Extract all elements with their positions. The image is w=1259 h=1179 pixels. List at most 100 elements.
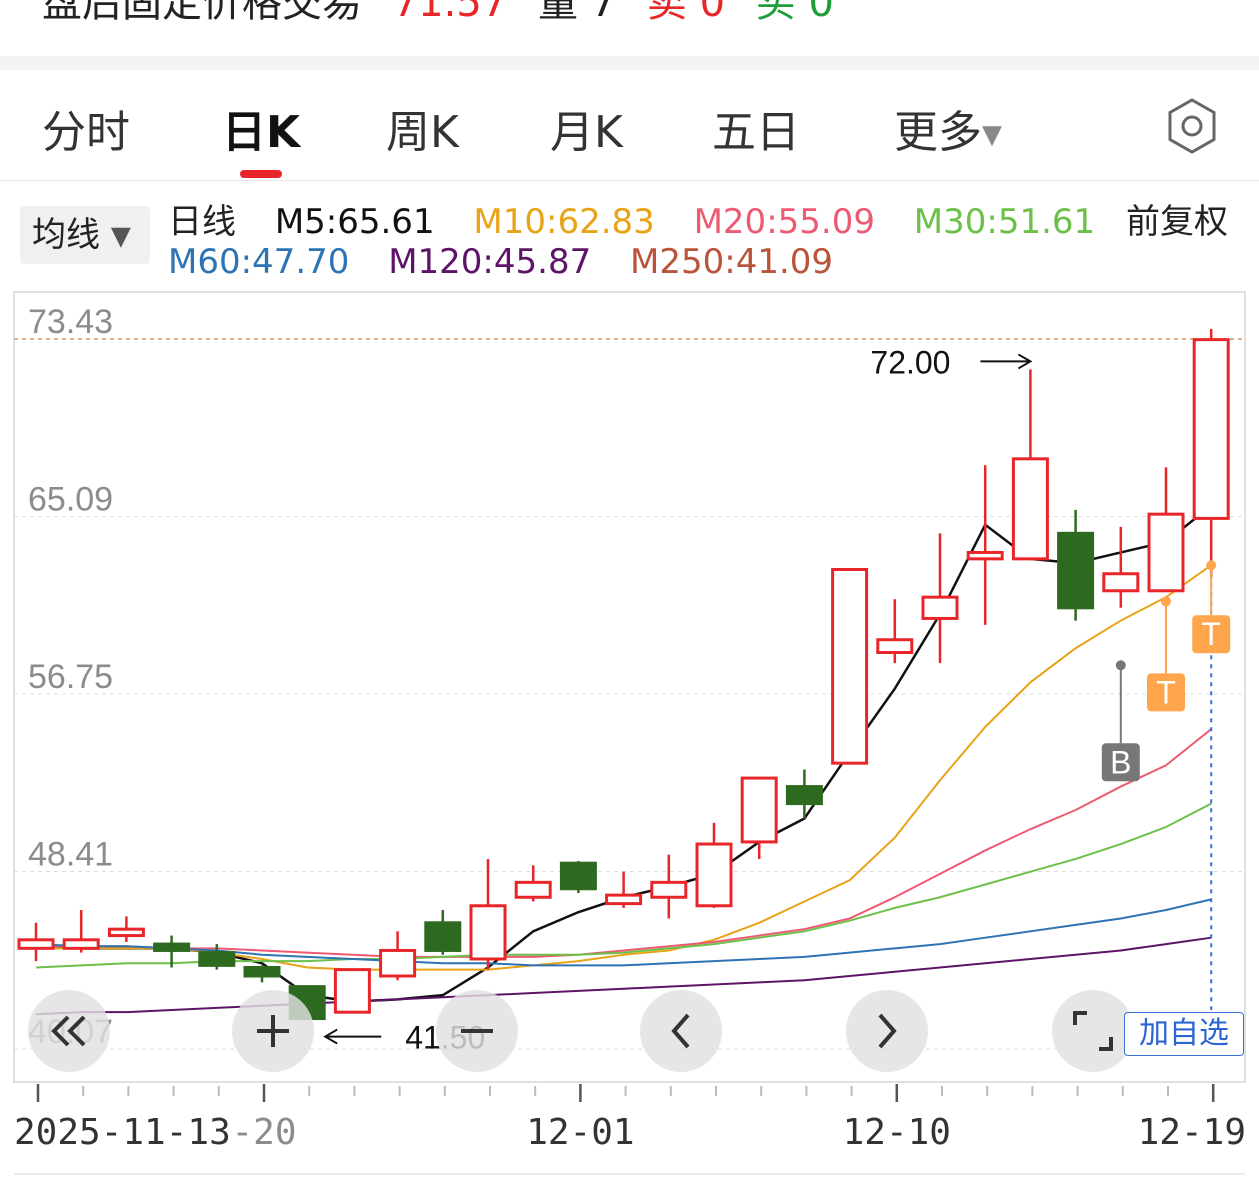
x-tick-label: 2025-11-13: [14, 1112, 231, 1153]
ma-legend-m10: M10:62.83: [473, 202, 655, 242]
candle-body: [514, 880, 552, 899]
settings-hexagon-icon[interactable]: [1162, 96, 1222, 160]
chevron-left-icon: [671, 1013, 690, 1049]
add-to-watchlist-button[interactable]: 加自选: [1124, 1012, 1244, 1056]
tab-monthly-k[interactable]: 月K: [550, 107, 623, 158]
x-tick-label: 12-01: [526, 1112, 634, 1153]
ma-legend-m120: M120:45.87: [388, 242, 592, 282]
chevron-right-icon: [878, 1013, 897, 1049]
adjustment-mode[interactable]: 前复权: [1126, 202, 1228, 242]
candle-body: [1011, 457, 1049, 561]
candle: [1147, 467, 1185, 593]
y-tick-label: 73.43: [28, 303, 113, 341]
ma-selector[interactable]: 均线 ▼: [20, 206, 150, 264]
tab-five-day[interactable]: 五日: [712, 107, 800, 158]
candle-body: [831, 567, 869, 765]
header-sell-label: 卖: [646, 0, 687, 26]
candle-body: [198, 951, 236, 967]
candle-body: [966, 550, 1004, 561]
candle: [379, 931, 417, 981]
candle-body: [379, 948, 417, 978]
candle: [876, 599, 914, 664]
chevron-down-icon: ▼: [982, 120, 1002, 150]
chevron-down-icon: ▼: [110, 221, 131, 252]
candle-body: [740, 776, 778, 844]
candle-body: [107, 927, 145, 938]
candle: [740, 776, 778, 859]
minus-icon: [461, 1029, 493, 1033]
candle-body: [17, 938, 55, 950]
signal-label: T: [1156, 674, 1176, 710]
candle: [333, 968, 371, 1014]
ma-legend-m5: M5:65.61: [274, 202, 435, 242]
candle: [469, 858, 507, 970]
candle-body: [469, 904, 507, 961]
plot-frame: [13, 291, 1246, 1083]
candle: [559, 861, 597, 893]
candle: [1011, 369, 1049, 561]
quote-header: 盘后固定价格交易 71.57 量 7 卖 0 买 0: [0, 0, 1259, 56]
min-arrow-head: [323, 1028, 338, 1045]
candle: [514, 865, 552, 902]
y-tick-label: 56.75: [28, 658, 113, 696]
scroll-to-start-button[interactable]: [28, 990, 110, 1072]
candle: [1192, 328, 1230, 579]
candle-body: [1057, 531, 1095, 610]
max-price-label: 72.00: [870, 344, 950, 380]
candle: [785, 769, 823, 819]
zoom-out-button[interactable]: [436, 990, 518, 1072]
candle: [650, 854, 688, 919]
ma-line-m10: [36, 564, 1212, 971]
fullscreen-icon: [1073, 1011, 1113, 1051]
ma-line-m20: [36, 728, 1212, 958]
fullscreen-button[interactable]: [1052, 990, 1134, 1072]
zoom-in-button[interactable]: [232, 990, 314, 1072]
header-volume-label: 量: [537, 0, 578, 26]
header-price: 71.57: [392, 0, 508, 26]
trade-signal-t: T: [1147, 596, 1185, 712]
trade-signal-b: B: [1101, 660, 1140, 782]
ma-line-m5: [35, 504, 1212, 1003]
max-arrow-head: [1017, 353, 1033, 370]
ma-legend-period: 日线: [168, 202, 236, 242]
active-tab-indicator: [240, 170, 282, 178]
plus-icon: [257, 1015, 289, 1047]
double-chevron-left-icon: [51, 1015, 86, 1047]
candle: [198, 944, 236, 970]
candle: [1057, 509, 1095, 621]
candle-body: [1147, 512, 1185, 593]
candle-body: [650, 880, 688, 899]
candle: [62, 910, 100, 953]
scroll-right-button[interactable]: [846, 990, 928, 1072]
signal-label: T: [1201, 616, 1221, 652]
header-title: 盘后固定价格交易: [42, 0, 362, 26]
scroll-left-button[interactable]: [640, 990, 722, 1072]
ma-legend-m250: M250:41.09: [630, 242, 834, 282]
candle: [1102, 526, 1140, 608]
candle-body: [1192, 338, 1230, 520]
trade-signal-t: T: [1192, 560, 1231, 654]
candle: [695, 822, 733, 908]
tab-weekly-k[interactable]: 周K: [386, 107, 459, 158]
candle: [153, 935, 191, 968]
y-tick-label: 48.41: [28, 836, 113, 874]
tab-intraday[interactable]: 分时: [42, 107, 130, 158]
candle-body: [333, 968, 371, 1014]
candle: [17, 922, 55, 962]
candle-body: [559, 861, 597, 891]
tab-more[interactable]: 更多▼: [894, 107, 1002, 158]
candle-body: [605, 893, 643, 906]
signal-badge: [1101, 743, 1140, 782]
candle: [243, 965, 281, 983]
x-tick-label: 12-19: [1138, 1112, 1246, 1153]
x-tick-label: -20: [231, 1112, 296, 1153]
signal-badge: [1147, 673, 1185, 712]
header-sell-value: 0: [699, 0, 726, 26]
candle: [831, 567, 869, 765]
candle: [921, 533, 959, 664]
header-volume-value: 7: [590, 0, 617, 26]
tab-daily-k[interactable]: 日K: [222, 96, 300, 178]
candle: [605, 871, 643, 908]
candle-body: [876, 638, 914, 654]
candle: [107, 916, 145, 942]
